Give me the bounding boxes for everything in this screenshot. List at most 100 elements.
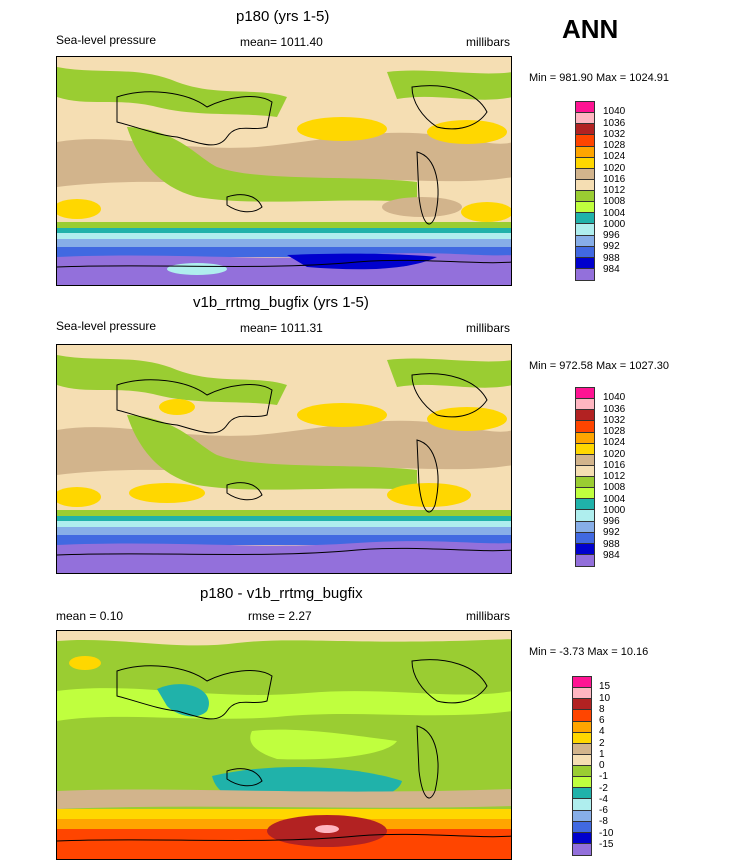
colorbar-swatch: [576, 521, 594, 533]
colorbar-swatch: [573, 843, 591, 855]
colorbar-tick-label: 992: [603, 527, 620, 539]
colorbar-tick-label: 1016: [603, 173, 626, 185]
colorbar-tick-label: -4: [599, 793, 608, 805]
colorbar-swatch: [576, 488, 594, 500]
panel-2-title: v1b_rrtmg_bugfix (yrs 1-5): [193, 294, 369, 311]
colorbar-swatch: [576, 191, 594, 203]
colorbar-tick-label: -2: [599, 782, 608, 794]
colorbar-swatch: [576, 224, 594, 236]
colorbar-swatch: [576, 410, 594, 422]
panel-1-units-label: millibars: [466, 35, 511, 49]
colorbar-swatch: [573, 766, 591, 778]
colorbar-tick-label: 4: [599, 726, 605, 738]
panel-1-title: p180 (yrs 1-5): [236, 8, 330, 25]
colorbar-swatch: [573, 832, 591, 844]
colorbar-tick-label: 1032: [603, 414, 626, 426]
colorbar-tick-label: 1008: [603, 482, 626, 494]
colorbar-swatch: [576, 465, 594, 477]
colorbar-tick-label: 1040: [603, 392, 626, 404]
colorbar-swatch: [573, 710, 591, 722]
colorbar-tick-label: -1: [599, 771, 608, 783]
colorbar-tick-label: 1004: [603, 207, 626, 219]
colorbar-swatch: [573, 699, 591, 711]
colorbar-swatch: [576, 246, 594, 258]
colorbar-tick-label: 1012: [603, 185, 626, 196]
colorbar-swatch: [573, 688, 591, 700]
panel-1-min-max: Min = 981.90 Max = 1024.91: [529, 72, 670, 84]
panel-1-variable-label: Sea-level pressure: [56, 33, 157, 47]
panel-3-title: p180 - v1b_rrtmg_bugfix: [200, 585, 363, 602]
colorbar-swatch: [573, 788, 591, 800]
colorbar-tick-label: 996: [603, 230, 620, 241]
colorbar-swatch: [573, 821, 591, 833]
colorbar-tick-label: 1020: [603, 448, 626, 460]
colorbar-swatch: [576, 454, 594, 466]
colorbar-tick-label: 8: [599, 703, 605, 715]
colorbar-swatch: [576, 202, 594, 214]
colorbar-tick-label: 992: [603, 241, 620, 253]
panel-2-min-max: Min = 972.58 Max = 1027.30: [529, 360, 670, 372]
colorbar-tick-label: 988: [603, 252, 620, 264]
colorbar-tick-label: 1040: [603, 106, 626, 118]
colorbar-swatch: [576, 113, 594, 125]
colorbar-swatch: [576, 168, 594, 180]
colorbar-tick-label: 1024: [603, 151, 626, 163]
colorbar-tick-label: -6: [599, 805, 608, 816]
colorbar-swatch: [576, 135, 594, 147]
colorbar-tick-label: 1000: [603, 218, 626, 230]
colorbar-tick-label: 1024: [603, 437, 626, 449]
colorbar-tick-label: 1008: [603, 196, 626, 208]
colorbar-tick-label: -10: [599, 827, 614, 839]
colorbar-tick-label: 1: [599, 748, 605, 760]
colorbar-swatch: [576, 235, 594, 247]
panel-2-map: [56, 344, 512, 574]
colorbar-tick-label: 996: [603, 516, 620, 527]
colorbar-swatch: [576, 443, 594, 455]
colorbar-swatch: [573, 754, 591, 766]
panel-3-units-label: millibars: [466, 609, 511, 623]
panel-1-colorbar: [575, 101, 595, 281]
colorbar-swatch: [576, 432, 594, 444]
colorbar-tick-label: 1012: [603, 471, 626, 482]
colorbar-swatch: [576, 124, 594, 136]
colorbar-tick-label: 988: [603, 538, 620, 550]
colorbar-swatch: [576, 510, 594, 522]
colorbar-swatch: [576, 477, 594, 489]
colorbar-tick-label: 1028: [603, 140, 626, 151]
colorbar-swatch: [573, 743, 591, 755]
colorbar-tick-label: -15: [599, 838, 614, 850]
colorbar-tick-label: 984: [603, 263, 620, 275]
colorbar-tick-label: 15: [599, 681, 611, 693]
colorbar-tick-label: 984: [603, 549, 620, 561]
colorbar-swatch: [573, 777, 591, 789]
colorbar-swatch: [576, 543, 594, 555]
colorbar-swatch: [573, 677, 591, 689]
colorbar-tick-label: 1016: [603, 459, 626, 471]
colorbar-swatch: [576, 388, 594, 400]
panel-3-min-max: Min = -3.73 Max = 10.16: [529, 646, 649, 658]
colorbar-swatch: [576, 102, 594, 114]
colorbar-tick-label: 2: [599, 737, 605, 749]
panel-3-mean-label: mean = 0.10: [56, 609, 124, 623]
season-label: ANN: [562, 14, 619, 44]
colorbar-swatch: [576, 554, 594, 566]
colorbar-swatch: [576, 257, 594, 269]
panel-3-colorbar: [572, 676, 592, 856]
colorbar-swatch: [573, 799, 591, 811]
colorbar-tick-label: 1036: [603, 403, 626, 415]
colorbar-tick-label: 1004: [603, 493, 626, 505]
colorbar-tick-label: 1036: [603, 117, 626, 129]
colorbar-tick-label: 1020: [603, 162, 626, 174]
panel-2-colorbar: [575, 387, 595, 567]
colorbar-tick-label: 6: [599, 715, 605, 726]
colorbar-tick-label: 1000: [603, 504, 626, 516]
colorbar-swatch: [576, 499, 594, 511]
panel-2-mean-label: mean= 1011.31: [240, 321, 323, 335]
colorbar-swatch: [576, 146, 594, 158]
colorbar-tick-label: 1028: [603, 426, 626, 437]
colorbar-swatch: [576, 421, 594, 433]
colorbar-swatch: [576, 213, 594, 225]
colorbar-swatch: [573, 732, 591, 744]
colorbar-swatch: [573, 721, 591, 733]
colorbar-swatch: [576, 157, 594, 169]
